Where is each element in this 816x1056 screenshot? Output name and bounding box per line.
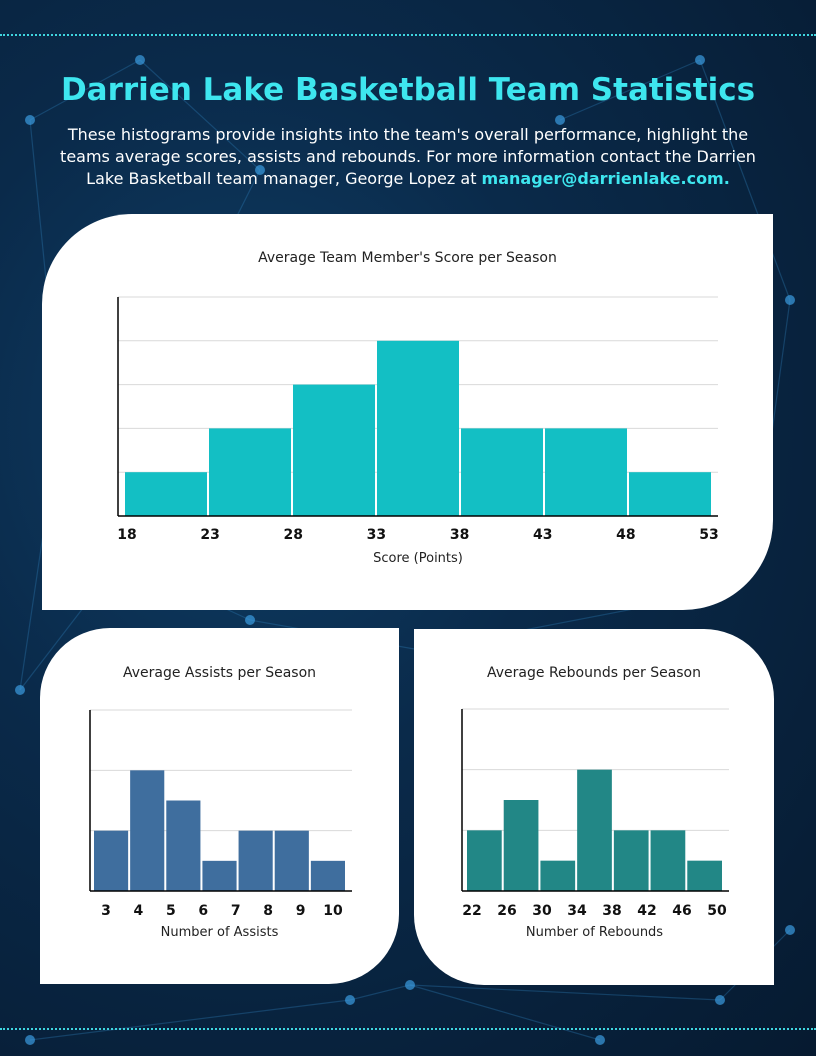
network-line xyxy=(409,984,721,1001)
intro-end: . xyxy=(723,169,730,188)
histogram-bar xyxy=(577,769,612,891)
histogram-bar xyxy=(503,800,539,891)
email-link[interactable]: manager@darrienlake.com xyxy=(481,169,724,188)
x-tick-label: 43 xyxy=(533,527,552,543)
histogram-bar xyxy=(650,830,686,891)
x-tick-label: 18 xyxy=(117,527,136,543)
network-node xyxy=(15,685,25,695)
network-node xyxy=(255,165,265,175)
histogram-bar xyxy=(461,428,543,516)
network-line xyxy=(699,59,791,301)
score-chart-card: Average Team Member's Score per Season 1… xyxy=(42,214,773,610)
top-dotted-divider xyxy=(0,34,816,36)
x-tick-label: 38 xyxy=(450,527,469,543)
histogram-bar xyxy=(209,428,291,516)
x-tick-label: 26 xyxy=(497,903,516,919)
histogram-bar xyxy=(293,384,375,516)
histogram-bar xyxy=(202,860,237,891)
histogram-bar xyxy=(166,800,201,891)
x-tick-label: 38 xyxy=(602,903,621,919)
chart-title: Average Team Member's Score per Season xyxy=(258,250,557,266)
x-tick-label: 10 xyxy=(323,903,343,919)
network-node xyxy=(245,615,255,625)
network-line xyxy=(409,984,601,1041)
x-tick-label: 22 xyxy=(462,903,481,919)
histogram-bar xyxy=(629,472,711,516)
chart-title: Average Assists per Season xyxy=(122,665,317,681)
network-line xyxy=(139,59,261,171)
x-tick-label: 34 xyxy=(567,903,587,919)
rebounds-histogram: 22 26 30 34 38 42 46 50 Number of Rebounds xyxy=(461,708,729,940)
x-tick-label: 9 xyxy=(296,903,306,919)
x-tick-label: 5 xyxy=(166,903,176,919)
intro-body: These histograms provide insights into t… xyxy=(60,125,756,188)
network-line xyxy=(559,59,701,121)
network-node xyxy=(555,115,565,125)
histogram-bar xyxy=(274,830,309,891)
x-tick-label: 46 xyxy=(672,903,691,919)
histogram-bar xyxy=(613,830,649,891)
histogram-bar xyxy=(467,830,502,891)
histogram-bar xyxy=(130,770,165,891)
network-line xyxy=(29,999,351,1041)
histogram-bar xyxy=(238,830,273,891)
histogram-bar xyxy=(94,830,129,891)
x-tick-label: 48 xyxy=(616,527,635,543)
x-tick-label: 6 xyxy=(198,903,208,919)
network-node xyxy=(135,55,145,65)
x-tick-label: 3 xyxy=(101,903,111,919)
network-node xyxy=(345,995,355,1005)
page-title: Darrien Lake Basketball Team Statistics xyxy=(60,72,756,108)
bottom-dotted-divider xyxy=(0,1028,816,1030)
histogram-bar xyxy=(540,860,576,891)
histogram-bar xyxy=(310,860,345,891)
network-line xyxy=(29,59,141,121)
network-line xyxy=(349,984,411,1001)
chart-title: Average Rebounds per Season xyxy=(487,665,701,681)
x-tick-label: 28 xyxy=(284,527,303,543)
score-histogram: 18 23 28 33 38 43 48 53 Score (Points) xyxy=(117,296,719,566)
assists-chart-card: Average Assists per Season 3 4 5 6 7 8 9 10 Numb… xyxy=(40,628,399,984)
x-tick-label: 53 xyxy=(699,527,718,543)
x-tick-label: 8 xyxy=(263,903,273,919)
histogram-bar xyxy=(377,340,459,516)
network-node xyxy=(785,925,795,935)
intro-text: These histograms provide insights into t… xyxy=(50,124,766,190)
x-tick-label: 50 xyxy=(707,903,727,919)
network-node xyxy=(405,980,415,990)
network-node xyxy=(595,1035,605,1045)
x-tick-label: 33 xyxy=(367,527,386,543)
x-axis-label: Score (Points) xyxy=(373,551,463,566)
network-node xyxy=(715,995,725,1005)
x-tick-label: 42 xyxy=(637,903,656,919)
histogram-bar xyxy=(545,428,627,516)
network-node xyxy=(25,1035,35,1045)
x-tick-label: 30 xyxy=(532,903,552,919)
histogram-bar xyxy=(125,472,207,516)
rebounds-chart-card: Average Rebounds per Season 22 26 30 34 38 42… xyxy=(414,629,774,985)
network-node xyxy=(695,55,705,65)
x-tick-label: 4 xyxy=(134,903,144,919)
x-axis-label: Number of Rebounds xyxy=(526,925,663,940)
network-node xyxy=(25,115,35,125)
network-node xyxy=(785,295,795,305)
histogram-bar xyxy=(687,860,722,891)
x-axis-label: Number of Assists xyxy=(161,925,279,940)
x-tick-label: 23 xyxy=(200,527,219,543)
x-tick-label: 7 xyxy=(231,903,241,919)
assists-histogram: 3 4 5 6 7 8 9 10 Number of Assists xyxy=(89,709,352,940)
